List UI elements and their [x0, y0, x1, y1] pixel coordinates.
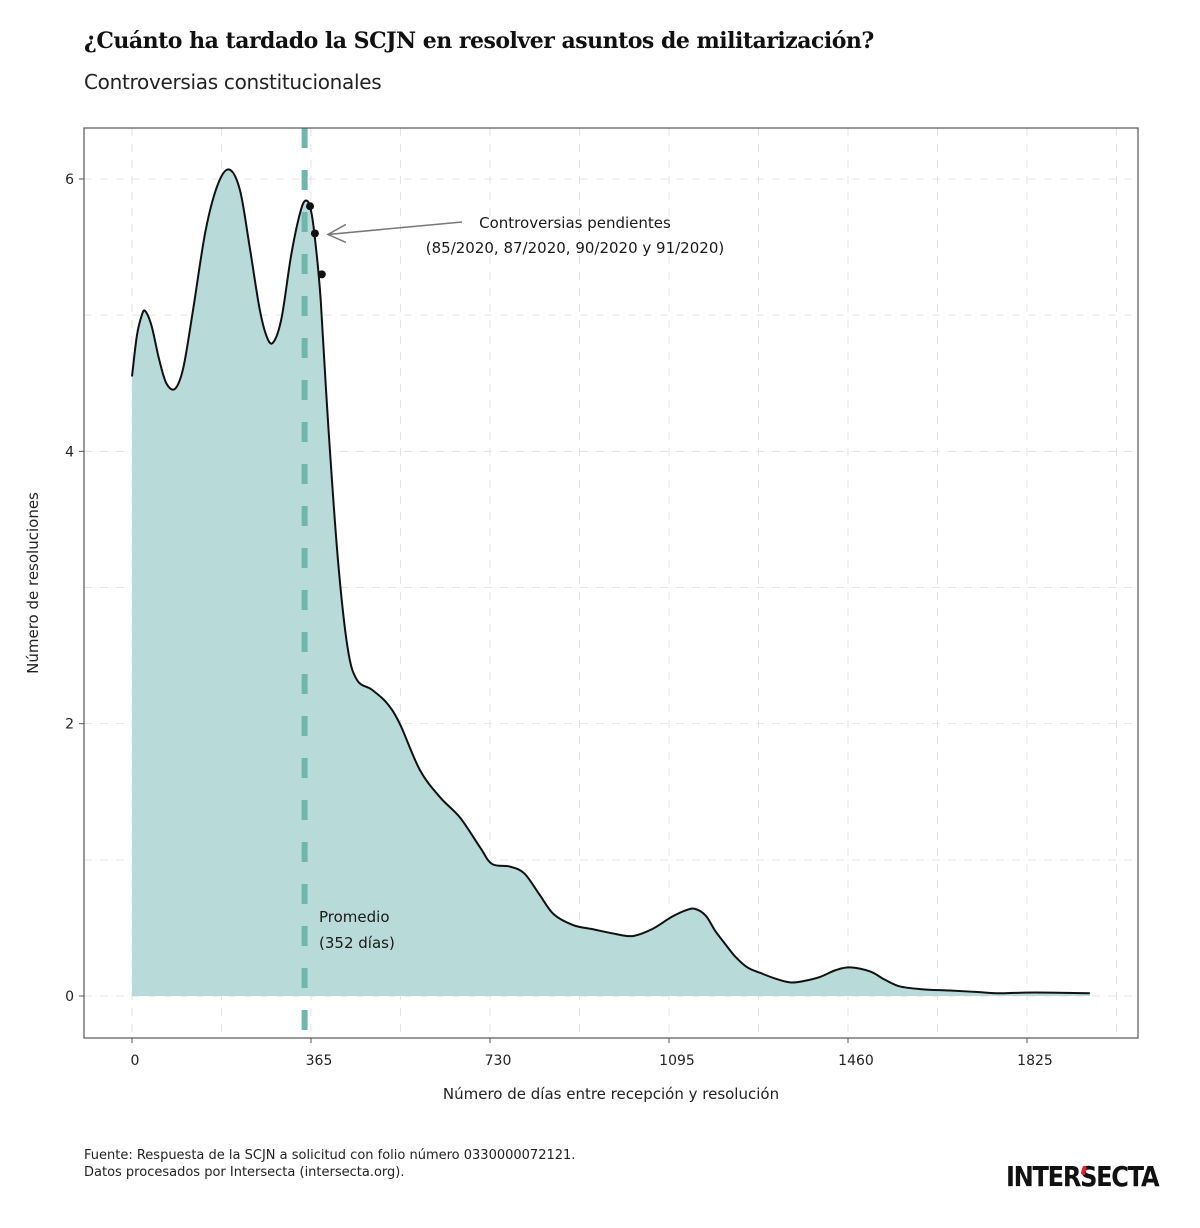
arrow-head-icon — [326, 223, 347, 244]
x-tick-label: 730 — [485, 1053, 512, 1069]
y-axis-title: Número de resoluciones — [24, 492, 42, 674]
x-tick-label: 1095 — [659, 1053, 695, 1069]
y-tick-label: 0 — [65, 989, 74, 1005]
x-tick-label: 365 — [306, 1053, 333, 1069]
density-area — [132, 169, 1090, 996]
y-tick-label: 2 — [65, 717, 74, 733]
density-curve — [131, 168, 1090, 995]
pending-case-point — [317, 270, 326, 279]
x-tick-label: 1825 — [1017, 1053, 1053, 1069]
mean-label: Promedio — [319, 908, 390, 926]
processing-line: Datos procesados por Intersecta (interse… — [84, 1165, 405, 1180]
chart-title: ¿Cuánto ha tardado la SCJN en resolver a… — [84, 28, 874, 54]
logo-text-start: INTER — [1006, 1160, 1081, 1193]
annotation-detail: (85/2020, 87/2020, 90/2020 y 91/2020) — [426, 239, 724, 257]
x-tick-label: 1460 — [838, 1053, 874, 1069]
x-tick-label: 0 — [131, 1053, 140, 1069]
chart-subtitle: Controversias constitucionales — [84, 70, 382, 94]
y-tick-label: 6 — [65, 172, 74, 188]
intersecta-logo: INTERSECTA — [1006, 1160, 1160, 1193]
annotation-arrow — [326, 221, 463, 244]
logo-accent-letter: S — [1080, 1160, 1097, 1193]
annotation-title: Controversias pendientes — [479, 214, 671, 232]
source-caption: Fuente: Respuesta de la SCJN a solicitud… — [84, 1147, 575, 1181]
y-tick-label: 4 — [65, 444, 74, 460]
x-axis: 0 365 730 1095 1460 1825 — [131, 1038, 1053, 1069]
mean-value-label: (352 días) — [319, 934, 395, 952]
y-axis: 0 2 4 6 — [65, 172, 84, 1005]
source-line: Fuente: Respuesta de la SCJN a solicitud… — [84, 1148, 576, 1163]
x-axis-title: Número de días entre recepción y resoluc… — [443, 1085, 779, 1103]
pending-case-point — [310, 229, 319, 238]
logo-text-end: ECTA — [1096, 1160, 1159, 1193]
highlight-points — [306, 202, 326, 279]
plot-frame — [83, 127, 1139, 1039]
pending-case-point — [306, 202, 315, 211]
arrow-shaft — [327, 221, 463, 236]
